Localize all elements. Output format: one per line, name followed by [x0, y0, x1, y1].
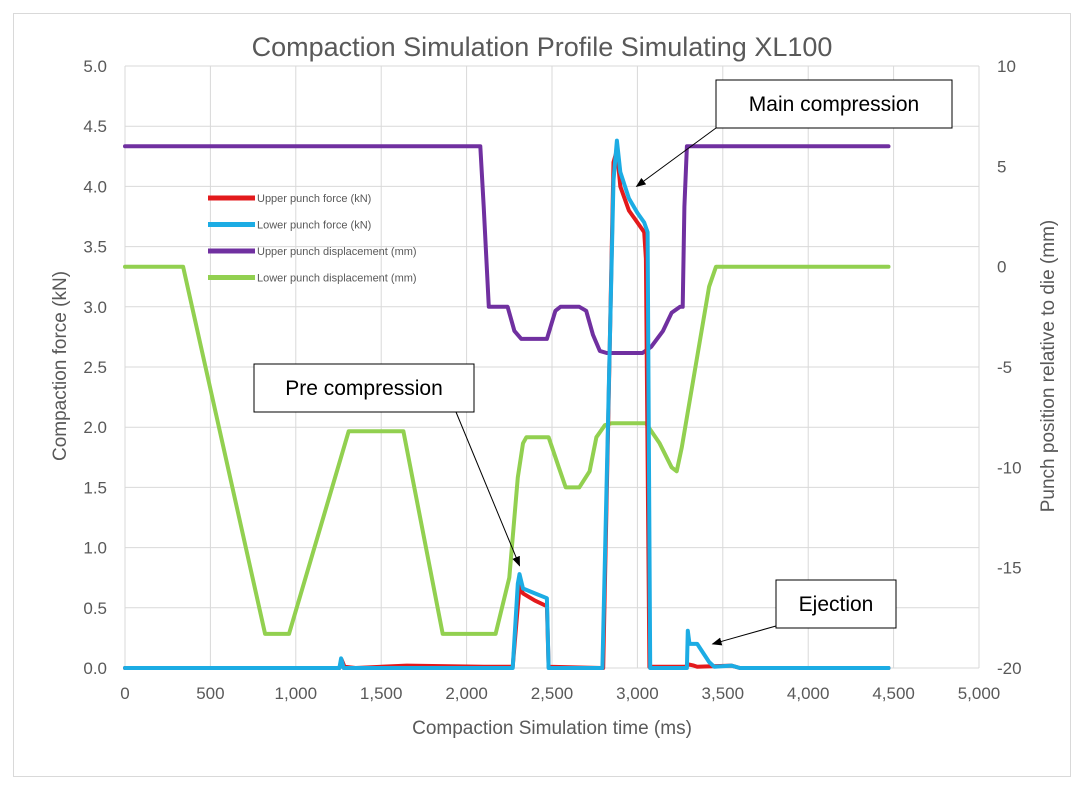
x-tick-label: 5,000 — [958, 684, 1001, 703]
y-tick-label: 4.0 — [83, 177, 107, 196]
x-tick-label: 500 — [196, 684, 224, 703]
series-line-4 — [123, 264, 891, 636]
callout-label: Ejection — [799, 593, 874, 616]
x-axis-ticks: 0 500 1,000 1,500 2,000 2,500 3,000 3,500 4,000 4… — [120, 684, 1000, 703]
series-lines — [123, 138, 891, 670]
x-tick-label: 2,000 — [445, 684, 488, 703]
x-tick-label: 0 — [120, 684, 129, 703]
x-tick-label: 4,500 — [872, 684, 915, 703]
chart-title: Compaction Simulation Profile Simulating… — [252, 32, 833, 62]
callouts: Main compression Pre compression Ejection — [253, 79, 953, 646]
x-tick-label: 1,500 — [360, 684, 403, 703]
x-tick-label: 3,000 — [616, 684, 659, 703]
y2-tick-label: -10 — [997, 458, 1022, 477]
y-tick-label: 1.5 — [83, 478, 107, 497]
series-line-2 — [123, 138, 891, 670]
y-tick-label: 1.0 — [83, 539, 107, 558]
x-tick-label: 4,000 — [787, 684, 830, 703]
x-tick-label: 1,000 — [275, 684, 318, 703]
y2-axis-title: Punch position relative to die (mm) — [1038, 220, 1059, 513]
y-tick-label: 3.0 — [83, 298, 107, 317]
x-tick-label: 2,500 — [531, 684, 574, 703]
callout-label: Pre compression — [285, 377, 443, 400]
callout-arrow — [455, 411, 521, 567]
legend-label: Lower punch displacement (mm) — [257, 273, 417, 285]
y-tick-label: 0.0 — [83, 659, 107, 678]
y2-tick-label: -5 — [997, 358, 1012, 377]
y-axis-ticks: 0.0 0.5 1.0 1.5 2.0 2.5 3.0 3.5 4.0 4.5 5.0 — [83, 57, 107, 678]
y-tick-label: 5.0 — [83, 57, 107, 76]
y-tick-label: 3.5 — [83, 238, 107, 257]
y-axis-title: Compaction force (kN) — [50, 271, 71, 461]
callout-label: Main compression — [749, 93, 919, 116]
x-tick-label: 3,500 — [702, 684, 745, 703]
legend-label: Upper punch displacement (mm) — [257, 246, 417, 258]
callout-box — [775, 579, 897, 629]
callout-box — [253, 363, 475, 413]
legend-label: Upper punch force (kN) — [257, 193, 371, 205]
callout-box — [715, 79, 953, 129]
y-tick-label: 2.5 — [83, 358, 107, 377]
y2-tick-label: -20 — [997, 659, 1022, 678]
callout-arrow — [711, 625, 777, 646]
y-tick-label: 4.5 — [83, 117, 107, 136]
series-line-3 — [123, 144, 891, 355]
legend: Upper punch force (kN) Lower punch force … — [208, 193, 417, 285]
y2-tick-label: 5 — [997, 157, 1006, 176]
y2-tick-label: 10 — [997, 57, 1016, 76]
x-axis-title: Compaction Simulation time (ms) — [412, 718, 692, 739]
y-tick-label: 2.0 — [83, 418, 107, 437]
y-tick-label: 0.5 — [83, 599, 107, 618]
y2-tick-label: 0 — [997, 258, 1006, 277]
y2-tick-label: -15 — [997, 559, 1022, 578]
grid — [124, 65, 980, 669]
chart-frame — [13, 13, 1071, 777]
y2-axis-ticks: -20 -15 -10 -5 0 5 10 — [997, 57, 1022, 678]
callout-arrow — [635, 127, 717, 187]
legend-label: Lower punch force (kN) — [257, 220, 371, 232]
